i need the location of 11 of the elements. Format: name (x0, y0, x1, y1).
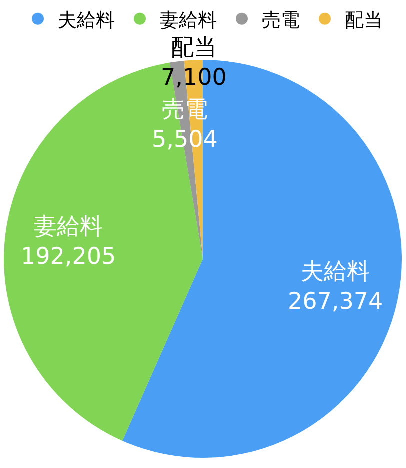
slice-label: 夫給料 (301, 259, 370, 285)
data-label: 192,205 (21, 244, 116, 270)
slice-label: 配当 (170, 35, 217, 61)
legend-label: 夫給料 (58, 9, 115, 32)
slice-label: 妻給料 (34, 214, 104, 240)
data-label: 7,100 (161, 64, 227, 91)
data-label: 267,374 (288, 288, 384, 315)
legend-label: 配当 (345, 9, 383, 32)
legend-label: 売電 (262, 9, 300, 32)
pie-slice (122, 60, 402, 458)
legend-label: 妻給料 (160, 9, 217, 32)
